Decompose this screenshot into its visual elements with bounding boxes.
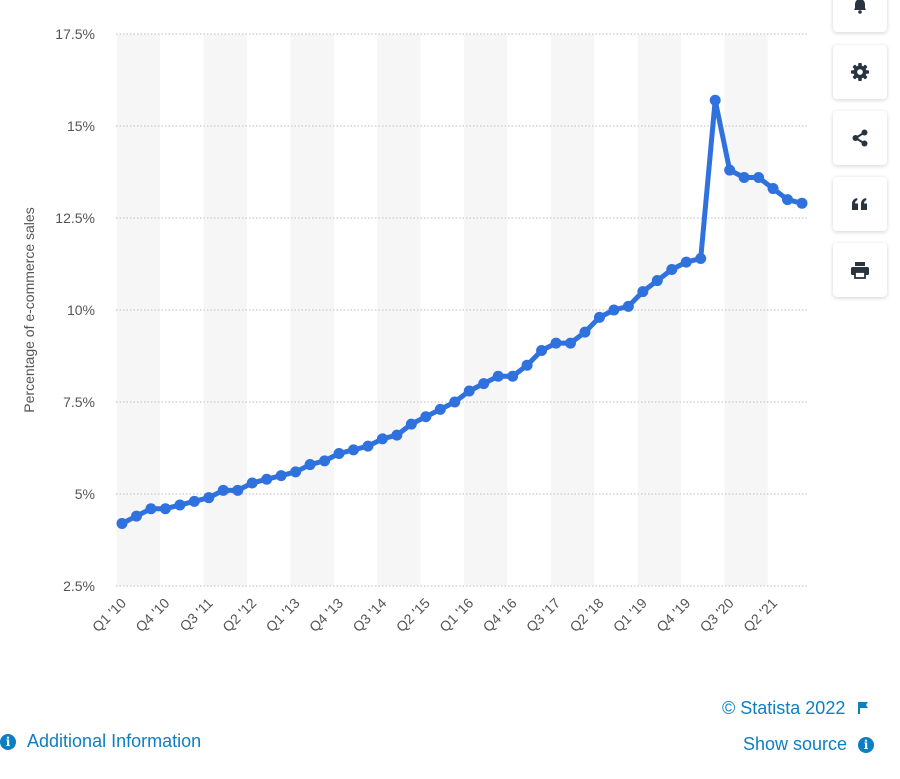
flag-icon	[858, 702, 869, 714]
x-tick-label: Q3 '14	[349, 595, 389, 635]
data-point[interactable]	[680, 256, 692, 268]
bell-icon	[854, 0, 866, 14]
data-point[interactable]	[391, 429, 403, 441]
data-point[interactable]	[333, 448, 345, 460]
line-chart: 2.5%5%7.5%10%12.5%15%17.5% Q1 '10 Q4 '10 Q…	[21, 26, 808, 635]
x-tick-label: Q2 '21	[740, 595, 780, 635]
copyright-text: © Statista 2022	[722, 698, 846, 718]
settings-button[interactable]	[833, 45, 887, 99]
data-point[interactable]	[203, 492, 215, 504]
y-tick-label: 12.5%	[55, 210, 95, 226]
show-source-label: Show source	[743, 734, 848, 754]
data-point[interactable]	[666, 264, 678, 276]
x-tick-label: Q4 '16	[480, 595, 520, 635]
data-point[interactable]	[507, 370, 519, 382]
print-button[interactable]	[833, 243, 887, 297]
data-point[interactable]	[709, 94, 721, 106]
data-point[interactable]	[593, 311, 605, 323]
y-tick-label: 15%	[67, 118, 95, 134]
data-point[interactable]	[579, 326, 591, 338]
info-icon: i	[858, 737, 875, 754]
info-icon: i	[0, 734, 16, 751]
data-points	[116, 94, 808, 529]
data-point[interactable]	[246, 477, 258, 489]
data-point[interactable]	[130, 510, 142, 522]
share-button[interactable]	[833, 111, 887, 165]
chart-band	[377, 34, 421, 586]
x-tick-label: Q1 '16	[436, 595, 476, 635]
y-axis-ticks: 2.5% 5% 7.5% 10% 12.5% 15% 17.5%	[55, 26, 95, 594]
additional-information-link[interactable]: i Additional Information	[0, 731, 201, 752]
share-icon	[852, 129, 868, 147]
data-point[interactable]	[492, 370, 504, 382]
data-point[interactable]	[536, 344, 548, 356]
data-point[interactable]	[261, 473, 273, 485]
y-tick-label: 10%	[67, 302, 95, 318]
data-point[interactable]	[188, 495, 200, 507]
data-point[interactable]	[405, 418, 417, 430]
x-tick-label: Q3 '17	[523, 595, 563, 635]
data-point[interactable]	[145, 503, 157, 515]
y-tick-label: 5%	[75, 486, 95, 502]
data-point[interactable]	[782, 194, 794, 206]
data-point[interactable]	[651, 275, 663, 287]
data-point[interactable]	[290, 466, 302, 478]
data-point[interactable]	[449, 396, 461, 408]
data-point[interactable]	[376, 433, 388, 445]
y-tick-label: 17.5%	[55, 26, 95, 42]
data-point[interactable]	[521, 359, 533, 371]
x-tick-label: Q2 '18	[566, 595, 606, 635]
x-tick-label: Q3 '20	[697, 595, 737, 635]
data-point[interactable]	[637, 286, 649, 298]
x-tick-label: Q4 '19	[653, 595, 693, 635]
x-tick-label: Q3 '11	[176, 595, 216, 635]
data-point[interactable]	[347, 444, 359, 456]
show-source-link[interactable]: Show source i	[743, 734, 875, 755]
data-point[interactable]	[434, 403, 446, 415]
quote-icon	[852, 198, 867, 210]
data-point[interactable]	[608, 304, 620, 316]
print-icon	[851, 262, 869, 279]
data-point[interactable]	[796, 197, 808, 209]
x-tick-label: Q1 '19	[610, 595, 650, 635]
data-point[interactable]	[232, 484, 244, 496]
data-point[interactable]	[550, 337, 562, 349]
additional-information-label: Additional Information	[27, 731, 202, 751]
data-point[interactable]	[478, 378, 490, 390]
data-point[interactable]	[695, 252, 707, 264]
cite-button[interactable]	[833, 177, 887, 231]
data-point[interactable]	[565, 337, 577, 349]
x-tick-label: Q4 '13	[306, 595, 346, 635]
y-tick-label: 2.5%	[63, 578, 95, 594]
y-tick-label: 7.5%	[63, 394, 95, 410]
x-tick-label: Q2 '12	[219, 595, 259, 635]
data-point[interactable]	[724, 164, 736, 176]
data-point[interactable]	[362, 440, 374, 452]
x-tick-label: Q4 '10	[132, 595, 172, 635]
x-axis-ticks: Q1 '10 Q4 '10 Q3 '11 Q2 '12 Q1 '13 Q4 '13 Q3 '…	[89, 595, 780, 635]
x-tick-label: Q2 '15	[393, 595, 433, 635]
data-point[interactable]	[463, 385, 475, 397]
data-point[interactable]	[116, 517, 128, 529]
data-point[interactable]	[304, 459, 316, 471]
data-point[interactable]	[319, 455, 331, 467]
data-point[interactable]	[767, 183, 779, 195]
gear-icon	[851, 63, 869, 81]
notification-button[interactable]	[833, 0, 887, 32]
y-axis-label: Percentage of e-commerce sales	[21, 207, 37, 412]
data-point[interactable]	[275, 470, 287, 482]
data-point[interactable]	[217, 484, 229, 496]
data-point[interactable]	[622, 300, 634, 312]
statista-copyright[interactable]: © Statista 2022	[722, 698, 870, 719]
x-tick-label: Q1 '10	[89, 595, 129, 635]
data-point[interactable]	[159, 503, 171, 515]
x-tick-label: Q1 '13	[263, 595, 303, 635]
data-point[interactable]	[753, 172, 765, 184]
data-point[interactable]	[738, 172, 750, 184]
data-point[interactable]	[420, 411, 432, 423]
data-point[interactable]	[174, 499, 186, 511]
chart-band	[464, 34, 508, 586]
